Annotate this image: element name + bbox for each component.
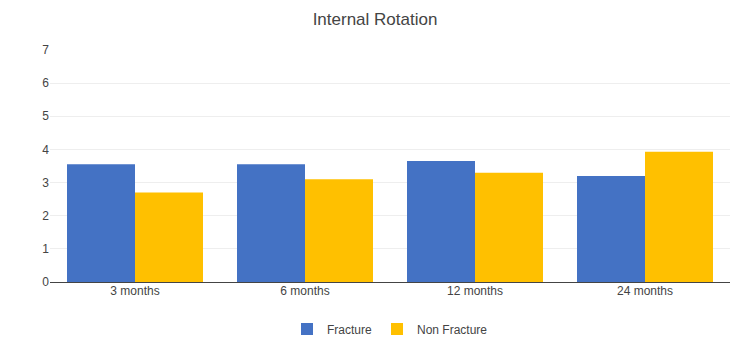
- svg-text:12 months: 12 months: [447, 284, 503, 298]
- svg-text:Fracture: Fracture: [327, 323, 372, 337]
- svg-text:3: 3: [42, 176, 49, 190]
- svg-text:7: 7: [42, 43, 49, 57]
- svg-text:6: 6: [42, 76, 49, 90]
- svg-text:24 months: 24 months: [617, 284, 673, 298]
- svg-text:5: 5: [42, 109, 49, 123]
- svg-text:Non Fracture: Non Fracture: [417, 323, 487, 337]
- svg-text:0: 0: [42, 275, 49, 289]
- svg-text:Internal Rotation: Internal Rotation: [313, 10, 438, 29]
- svg-text:3 months: 3 months: [110, 284, 159, 298]
- svg-text:6 months: 6 months: [280, 284, 329, 298]
- svg-text:2: 2: [42, 209, 49, 223]
- svg-text:1: 1: [42, 242, 49, 256]
- svg-text:4: 4: [42, 143, 49, 157]
